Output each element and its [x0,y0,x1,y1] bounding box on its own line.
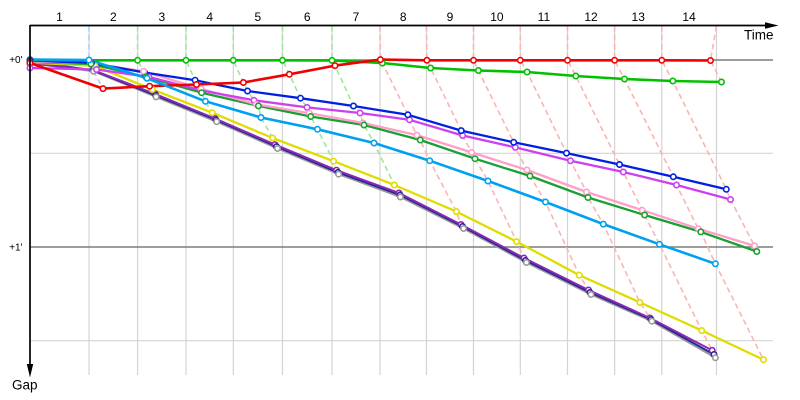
svg-text:7: 7 [353,10,360,24]
svg-text:1: 1 [56,10,63,24]
svg-text:12: 12 [584,10,598,24]
svg-text:8: 8 [400,10,407,24]
svg-text:+0': +0' [9,55,22,66]
svg-text:13: 13 [632,10,646,24]
svg-text:6: 6 [304,10,311,24]
svg-text:Time: Time [744,28,774,43]
svg-text:10: 10 [490,10,504,24]
svg-text:3: 3 [158,10,165,24]
svg-text:11: 11 [538,10,551,24]
svg-text:5: 5 [255,10,262,24]
svg-text:Gap: Gap [12,378,38,393]
svg-text:2: 2 [110,10,117,24]
svg-text:14: 14 [682,10,696,24]
svg-text:9: 9 [447,10,454,24]
svg-text:4: 4 [206,10,213,24]
svg-text:+1': +1' [9,243,22,254]
